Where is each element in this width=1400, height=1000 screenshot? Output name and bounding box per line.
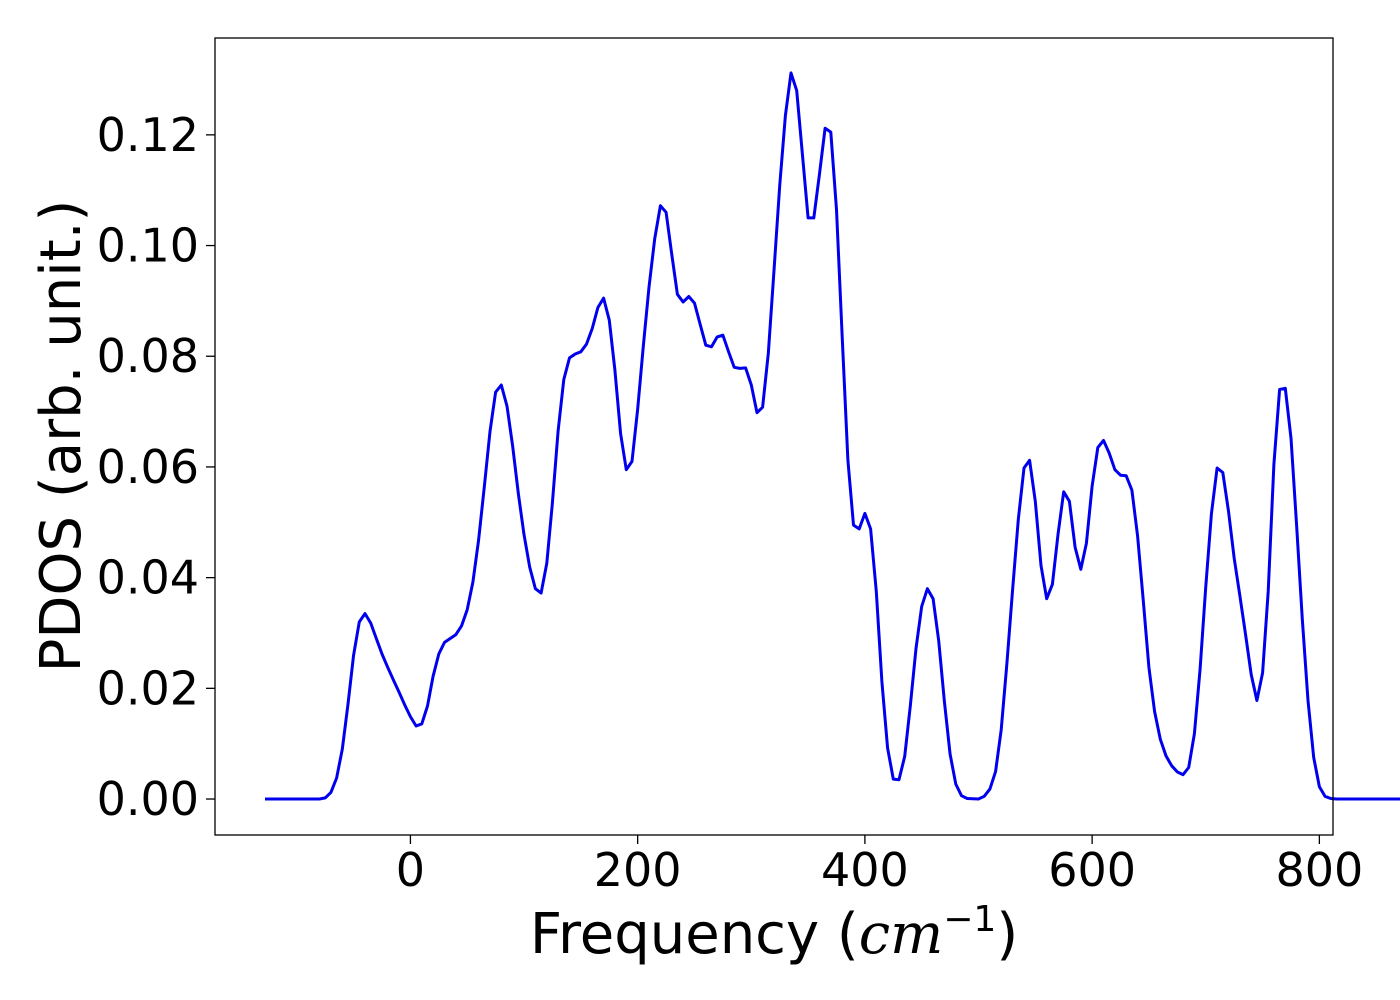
pdos-line-series-0 (265, 71, 1400, 801)
plot-frame (214, 37, 1334, 836)
x-tick-label: 800 (1275, 843, 1363, 897)
y-axis-title: PDOS (arb. unit.) (29, 200, 94, 673)
x-tick-label: 200 (594, 843, 682, 897)
plot-area (265, 71, 1400, 801)
y-tick-label: 0.02 (97, 661, 199, 715)
y-tick-label: 0.04 (97, 551, 199, 605)
y-tick-label: 0.10 (97, 219, 199, 273)
x-tick-label: 400 (821, 843, 909, 897)
y-tick-label: 0.00 (97, 772, 199, 826)
x-axis-title: Frequency (cm−1) (530, 899, 1018, 967)
x-tick-label: 0 (396, 843, 425, 897)
y-tick-label: 0.08 (97, 329, 199, 383)
x-tick-label: 600 (1048, 843, 1136, 897)
y-tick-label: 0.12 (97, 108, 199, 162)
y-axis-ticks: 0.00 0.02 0.04 0.06 0.08 0.10 0.12 (97, 108, 215, 826)
x-axis-ticks: 0 200 400 600 800 (396, 835, 1363, 897)
y-tick-label: 0.06 (97, 440, 199, 494)
